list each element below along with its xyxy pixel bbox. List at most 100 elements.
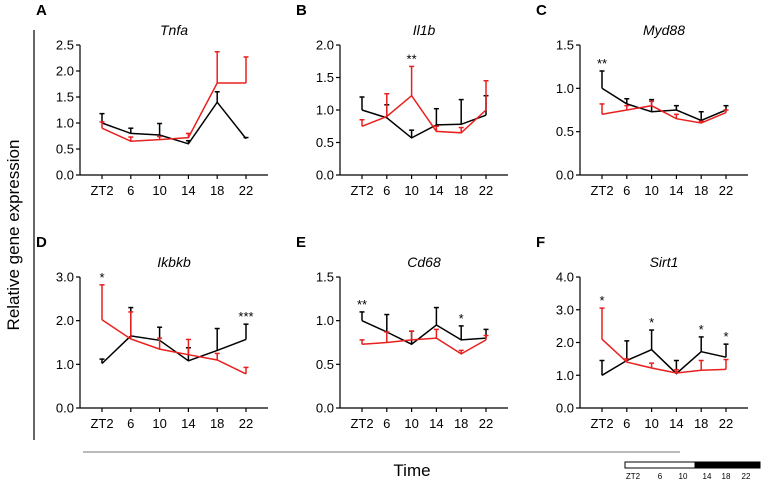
series-red bbox=[359, 65, 489, 134]
y-tick-label: 1.0 bbox=[56, 116, 74, 131]
series-line-black bbox=[101, 335, 247, 365]
x-tick-label: 18 bbox=[694, 183, 708, 198]
series-line-black bbox=[361, 109, 487, 139]
x-tick-label: 14 bbox=[429, 416, 443, 431]
light-dark-bar: ZT2 6 10 14 18 22 bbox=[624, 461, 761, 481]
y-tick-label: 2.0 bbox=[56, 64, 74, 79]
y-tick-label: 0.0 bbox=[316, 401, 334, 416]
y-tick-label: 3.0 bbox=[556, 302, 574, 317]
y-tick-label: 1.0 bbox=[556, 368, 574, 383]
x-tick-label: 6 bbox=[383, 183, 390, 198]
significance-marker: ** bbox=[597, 56, 607, 71]
panel-c: 0.0 0.5 1.0 1.5 ZT2 6 10 14 18 22 Myd88 C ** bbox=[536, 2, 748, 198]
significance-marker: * bbox=[699, 322, 704, 337]
x-tick-label: 10 bbox=[644, 416, 658, 431]
x-tick-label: 18 bbox=[454, 416, 468, 431]
series-red bbox=[99, 284, 249, 375]
x-tick-label: 18 bbox=[454, 183, 468, 198]
panel-title: Myd88 bbox=[643, 22, 685, 38]
series-black bbox=[99, 91, 249, 145]
y-tick-label: 2.0 bbox=[316, 38, 334, 53]
light-bar-label: 18 bbox=[722, 472, 731, 481]
panels-group: 0.0 0.5 1.0 1.5 2.0 2.5 ZT2 6 10 14 18 22 Tnfa A 0.0 0.… bbox=[36, 2, 748, 431]
series-red bbox=[359, 328, 489, 355]
series-line-red bbox=[361, 337, 487, 355]
y-tick-label: 2.5 bbox=[56, 38, 74, 53]
x-tick-label: 14 bbox=[181, 183, 195, 198]
x-tick-label: ZT2 bbox=[350, 183, 373, 198]
panel-f: 0.0 1.0 2.0 3.0 4.0 ZT2 6 10 14 18 22 Sirt1 F * * * * bbox=[536, 234, 748, 431]
light-bar-label: 14 bbox=[703, 472, 712, 481]
panel-letter: B bbox=[296, 2, 307, 19]
light-bar-labels: ZT2 6 10 14 18 22 bbox=[626, 472, 751, 481]
y-tick-label: 0.0 bbox=[556, 401, 574, 416]
y-tick-label: 1.5 bbox=[56, 90, 74, 105]
panel-letter: E bbox=[296, 234, 306, 251]
figure-ylabel: Relative gene expression bbox=[4, 140, 23, 331]
significance-marker: *** bbox=[238, 309, 253, 324]
series-black bbox=[99, 306, 249, 365]
panel-letter: F bbox=[536, 234, 545, 251]
light-bar-label: 10 bbox=[679, 472, 688, 481]
series-line-black bbox=[601, 87, 727, 122]
panel-title: Ikbkb bbox=[157, 254, 191, 270]
x-tick-label: 6 bbox=[127, 416, 134, 431]
panel-title: Sirt1 bbox=[650, 254, 679, 270]
y-tick-label: 1.0 bbox=[556, 81, 574, 96]
panel-letter: C bbox=[536, 2, 547, 19]
x-tick-label: ZT2 bbox=[590, 416, 613, 431]
y-tick-label: 0.0 bbox=[56, 168, 74, 183]
x-tick-label: 10 bbox=[152, 183, 166, 198]
series-line-red bbox=[101, 82, 246, 142]
panel-letter: A bbox=[36, 2, 47, 19]
y-tick-label: 3.0 bbox=[56, 270, 74, 285]
series-red bbox=[599, 100, 729, 124]
significance-marker: * bbox=[649, 315, 654, 330]
x-tick-label: 22 bbox=[719, 183, 733, 198]
series-line-red bbox=[101, 319, 247, 375]
panel-b: 0.0 0.5 1.0 1.5 2.0 ZT2 6 10 14 18 22 Il1b B ** bbox=[296, 2, 508, 198]
x-tick-label: 6 bbox=[127, 183, 134, 198]
series-line-red bbox=[601, 104, 727, 124]
panel-a: 0.0 0.5 1.0 1.5 2.0 2.5 ZT2 6 10 14 18 22 Tnfa A bbox=[36, 2, 268, 198]
series-line-red bbox=[361, 94, 487, 134]
x-tick-label: 14 bbox=[669, 183, 683, 198]
x-tick-label: 6 bbox=[623, 183, 630, 198]
y-tick-label: 0.0 bbox=[556, 168, 574, 183]
series-black bbox=[599, 70, 729, 122]
series-line-black bbox=[601, 348, 727, 376]
x-tick-label: 18 bbox=[210, 183, 224, 198]
significance-marker: ** bbox=[357, 297, 367, 312]
panel-title: Cd68 bbox=[407, 254, 441, 270]
series-red bbox=[599, 307, 729, 374]
y-tick-label: 0.5 bbox=[316, 135, 334, 150]
series-red bbox=[99, 51, 249, 142]
panel-letter: D bbox=[36, 234, 47, 251]
x-tick-label: ZT2 bbox=[590, 183, 613, 198]
light-phase-rect bbox=[624, 461, 696, 469]
x-tick-label: ZT2 bbox=[90, 416, 113, 431]
x-tick-label: 10 bbox=[152, 416, 166, 431]
light-bar-label: 6 bbox=[658, 472, 663, 481]
y-tick-label: 1.0 bbox=[316, 103, 334, 118]
series-line-black bbox=[361, 320, 487, 346]
y-tick-label: 0.0 bbox=[56, 401, 74, 416]
light-bar-label: ZT2 bbox=[626, 472, 641, 481]
x-tick-label: 18 bbox=[694, 416, 708, 431]
x-tick-label: 6 bbox=[623, 416, 630, 431]
light-bar-label: 22 bbox=[742, 472, 751, 481]
series-black bbox=[599, 329, 729, 376]
x-tick-label: 18 bbox=[210, 416, 224, 431]
panel-title: Tnfa bbox=[160, 22, 188, 38]
x-tick-label: 22 bbox=[479, 416, 493, 431]
x-tick-label: 14 bbox=[669, 416, 683, 431]
x-tick-label: 22 bbox=[239, 416, 253, 431]
x-tick-label: ZT2 bbox=[350, 416, 373, 431]
y-tick-label: 1.0 bbox=[316, 313, 334, 328]
significance-marker: * bbox=[99, 270, 104, 285]
y-tick-label: 2.0 bbox=[556, 335, 574, 350]
series-black bbox=[359, 94, 489, 139]
y-tick-label: 0.5 bbox=[56, 142, 74, 157]
